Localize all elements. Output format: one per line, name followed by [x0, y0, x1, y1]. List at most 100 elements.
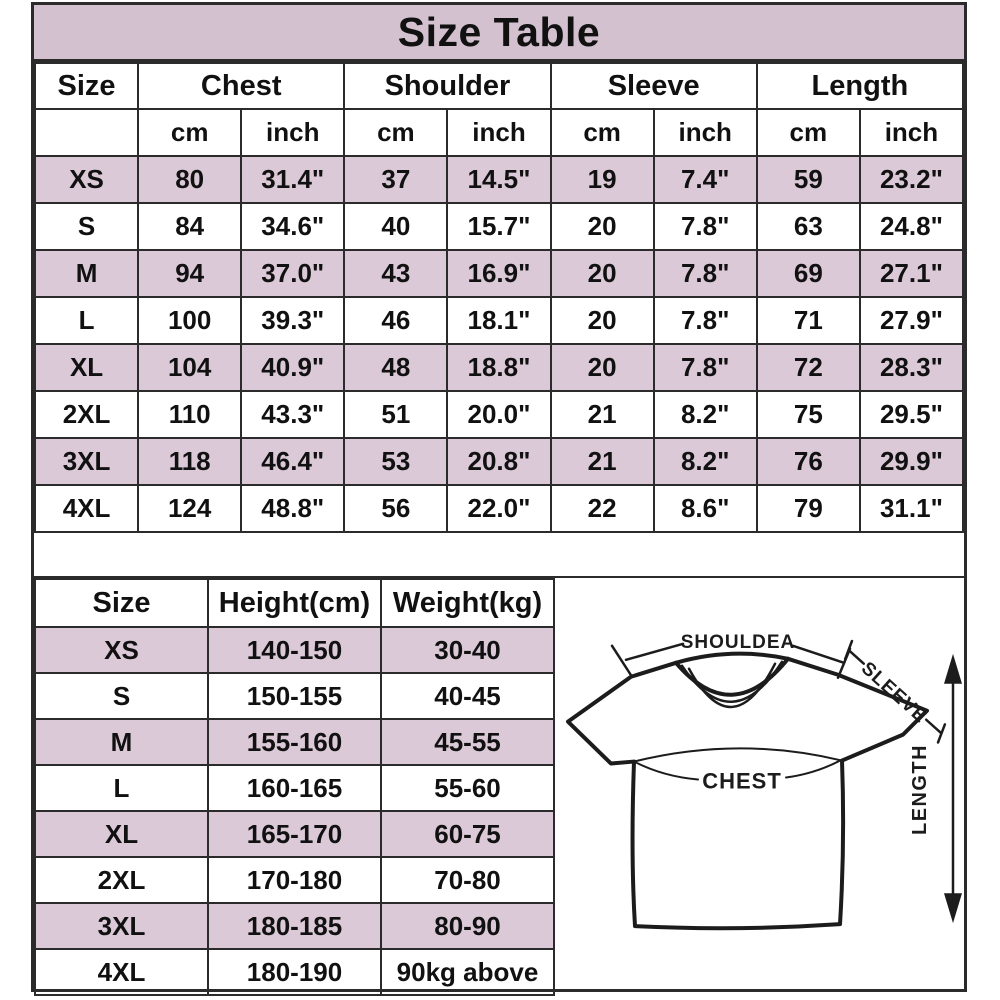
measurement-value: 8.2" [652, 390, 758, 439]
column-header-shoulder: Shoulder [343, 62, 552, 110]
measurement-value: 48 [343, 343, 449, 392]
size-label: XS [34, 626, 209, 674]
height-range: 160-165 [207, 764, 382, 812]
unit-label: inch [240, 108, 346, 157]
measurement-value: 21 [549, 437, 655, 486]
column-header-sleeve: Sleeve [549, 62, 758, 110]
size-chart-panel: Size Table Size Chest Shoulder Sleeve Le… [31, 2, 967, 996]
size-row-xl: XL 104 40.9" 48 18.8" 20 7.8" 72 28.3" [33, 343, 965, 392]
weight-range: 55-60 [380, 764, 555, 812]
measurement-value: 56 [343, 484, 449, 533]
unit-label: inch [858, 108, 965, 157]
measurement-value: 7.8" [652, 296, 758, 345]
measurement-value: 19 [549, 155, 655, 204]
measurement-value: 28.3" [858, 343, 965, 392]
length-arrow [944, 653, 962, 924]
size-row-2xl: 2XL 110 43.3" 51 20.0" 21 8.2" 75 29.5" [33, 390, 965, 439]
size-label: XL [33, 343, 140, 392]
measurement-value: 16.9" [446, 249, 552, 298]
measurement-value: 29.9" [858, 437, 965, 486]
unit-label: inch [652, 108, 758, 157]
measurement-value: 53 [343, 437, 449, 486]
collar-rib-lines [680, 660, 784, 709]
size-row-xs: XS 80 31.4" 37 14.5" 19 7.4" 59 23.2" [33, 155, 965, 204]
size-measurement-table: Size Chest Shoulder Sleeve Length cm inc… [33, 62, 965, 533]
body-row-xs: XS 140-150 30-40 [34, 626, 555, 674]
weight-range: 45-55 [380, 718, 555, 766]
measurement-value: 29.5" [858, 390, 965, 439]
size-label: XL [34, 810, 209, 858]
measurement-value: 37.0" [240, 249, 346, 298]
measurement-value: 43 [343, 249, 449, 298]
body-row-m: M 155-160 45-55 [34, 718, 555, 766]
unit-row: cm inch cm inch cm inch cm inch [33, 108, 965, 157]
measurement-value: 14.5" [446, 155, 552, 204]
measurement-value: 76 [755, 437, 861, 486]
unit-blank-cell [33, 108, 140, 157]
measurement-value: 43.3" [240, 390, 346, 439]
measurement-value: 84 [137, 202, 243, 251]
measurement-value: 104 [137, 343, 243, 392]
measurement-value: 18.8" [446, 343, 552, 392]
height-range: 140-150 [207, 626, 382, 674]
measurement-value: 22.0" [446, 484, 552, 533]
measurement-value: 20 [549, 249, 655, 298]
arrow-up-icon [944, 653, 962, 684]
height-range: 165-170 [207, 810, 382, 858]
length-label: LENGTH [909, 744, 931, 835]
arrow-down-icon [944, 893, 962, 924]
chest-label: CHEST [702, 769, 782, 794]
measurement-value: 40.9" [240, 343, 346, 392]
measurement-value: 24.8" [858, 202, 965, 251]
chest-measure-line [633, 747, 843, 781]
weight-range: 70-80 [380, 856, 555, 904]
measurement-value: 27.9" [858, 296, 965, 345]
measurement-value: 46 [343, 296, 449, 345]
measurement-value: 22 [549, 484, 655, 533]
measurement-value: 80 [137, 155, 243, 204]
size-row-l: L 100 39.3" 46 18.1" 20 7.8" 71 27.9" [33, 296, 965, 345]
sleeve-label: SLEEVE [857, 658, 931, 728]
weight-range: 90kg above [380, 948, 555, 996]
size-label: 4XL [34, 948, 209, 996]
measurement-value: 63 [755, 202, 861, 251]
size-label: M [33, 249, 140, 298]
body-row-2xl: 2XL 170-180 70-80 [34, 856, 555, 904]
tshirt-measurement-diagram: SHOULDEA SLEEVE CHEST LENGTH [555, 578, 964, 989]
body-row-4xl: 4XL 180-190 90kg above [34, 948, 555, 996]
size-label: L [34, 764, 209, 812]
size-row-3xl: 3XL 118 46.4" 53 20.8" 21 8.2" 76 29.9" [33, 437, 965, 486]
measurement-value: 94 [137, 249, 243, 298]
measurement-value: 21 [549, 390, 655, 439]
body-row-s: S 150-155 40-45 [34, 672, 555, 720]
measurement-value: 39.3" [240, 296, 346, 345]
measurement-value: 20 [549, 202, 655, 251]
unit-label: cm [755, 108, 861, 157]
measurement-value: 15.7" [446, 202, 552, 251]
body-row-l: L 160-165 55-60 [34, 764, 555, 812]
measurement-value: 79 [755, 484, 861, 533]
height-weight-table: Size Height(cm) Weight(kg) XS 140-150 30… [34, 578, 555, 996]
size-label: S [33, 202, 140, 251]
measurement-value: 18.1" [446, 296, 552, 345]
body-row-3xl: 3XL 180-185 80-90 [34, 902, 555, 950]
measurement-value: 7.8" [652, 249, 758, 298]
size-row-4xl: 4XL 124 48.8" 56 22.0" 22 8.6" 79 31.1" [33, 484, 965, 533]
column-header-row: Size Height(cm) Weight(kg) [34, 578, 555, 628]
height-range: 180-190 [207, 948, 382, 996]
measurement-value: 7.8" [652, 202, 758, 251]
size-label: 3XL [33, 437, 140, 486]
measurement-value: 20 [549, 296, 655, 345]
unit-label: cm [137, 108, 243, 157]
measurement-value: 34.6" [240, 202, 346, 251]
size-label: 2XL [33, 390, 140, 439]
height-range: 155-160 [207, 718, 382, 766]
size-row-s: S 84 34.6" 40 15.7" 20 7.8" 63 24.8" [33, 202, 965, 251]
weight-range: 40-45 [380, 672, 555, 720]
column-header-size: Size [33, 62, 140, 110]
size-label: M [34, 718, 209, 766]
measurement-value: 75 [755, 390, 861, 439]
column-header-height: Height(cm) [207, 578, 382, 628]
height-range: 150-155 [207, 672, 382, 720]
unit-label: cm [549, 108, 655, 157]
